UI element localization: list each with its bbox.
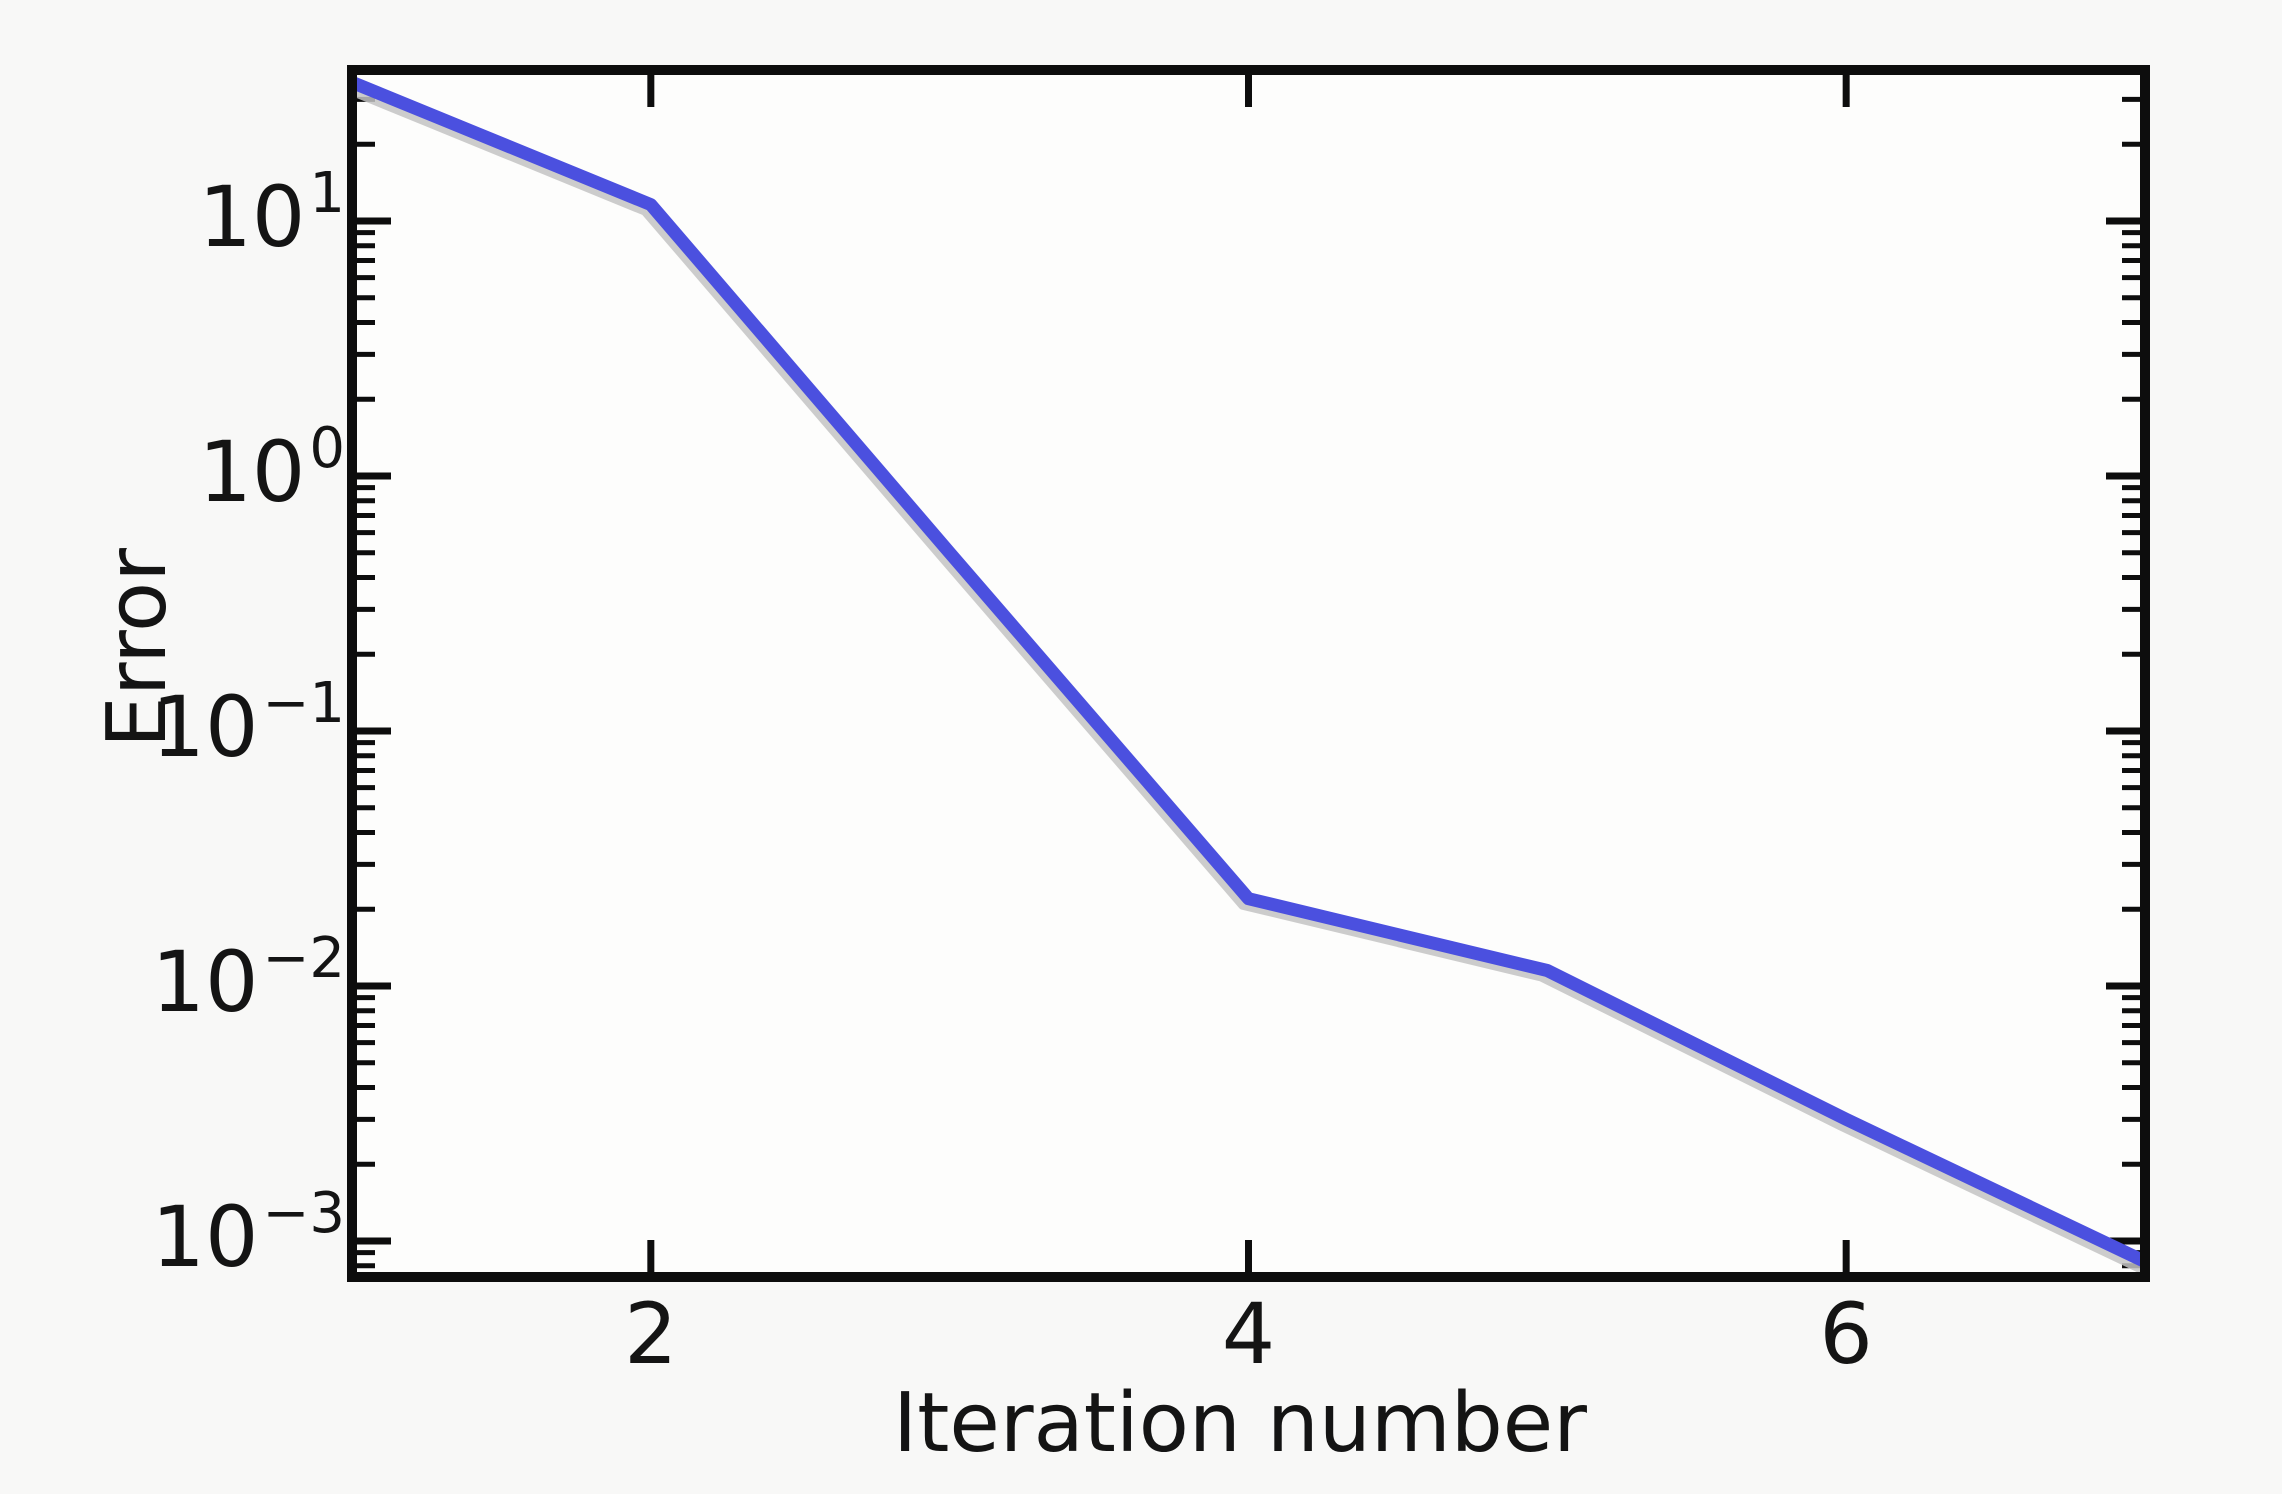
y-tick-label: 100 [198, 420, 345, 514]
y-tick-exponent: −3 [262, 1180, 345, 1246]
y-axis-title: Error [90, 548, 185, 748]
y-tick-base: 10 [151, 677, 259, 776]
error-line [352, 75, 2145, 1269]
x-tick-label: 6 [1819, 1285, 1873, 1383]
y-tick-exponent: 1 [309, 160, 345, 226]
y-tick-exponent: −1 [262, 670, 345, 736]
plot-area [352, 70, 2145, 1277]
x-tick-label: 2 [624, 1285, 678, 1383]
error-line-shadow [352, 87, 2143, 1273]
y-tick-base: 10 [151, 932, 259, 1031]
y-tick-label: 10−2 [152, 930, 345, 1024]
y-tick-label: 101 [198, 165, 345, 258]
x-tick-label: 4 [1221, 1285, 1276, 1383]
y-tick-label: 10−3 [152, 1185, 345, 1279]
x-axis-title: Iteration number [893, 1376, 1587, 1471]
y-tick-label: 10−1 [152, 675, 345, 769]
plot-spines [347, 65, 2150, 1282]
y-tick-base: 10 [151, 1187, 259, 1286]
y-tick-exponent: −2 [262, 925, 345, 991]
y-tick-base: 10 [198, 422, 306, 521]
y-tick-exponent: 0 [309, 415, 345, 481]
y-tick-base: 10 [198, 167, 306, 266]
